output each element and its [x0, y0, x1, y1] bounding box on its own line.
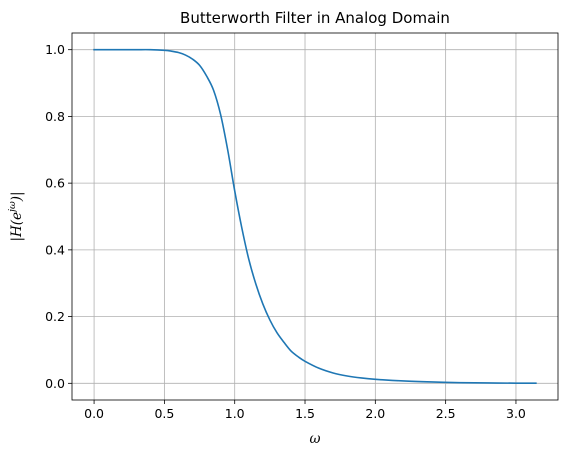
x-tick-label: 1.5 — [295, 406, 315, 421]
y-tick-label: 0.6 — [45, 176, 65, 191]
y-tick-label: 0.8 — [45, 109, 65, 124]
grid — [72, 33, 558, 400]
magnitude-response-line — [93, 48, 537, 385]
x-axis-label: ω — [309, 431, 320, 447]
y-tick-label: 0.0 — [45, 376, 65, 391]
y-tick-label: 0.4 — [45, 242, 65, 257]
y-tick-label: 1.0 — [45, 42, 65, 57]
y-axis-label-prefix: |H(e — [9, 212, 25, 242]
y-axis-label: |H(ejω)| — [7, 191, 25, 241]
x-tick-label: 3.0 — [506, 406, 526, 421]
x-tick-label: 2.0 — [365, 406, 385, 421]
x-tick-label: 0.5 — [154, 406, 174, 421]
series-layer — [93, 48, 537, 385]
x-tick-label: 1.0 — [225, 406, 245, 421]
y-axis-label-superscript: jω — [7, 201, 18, 214]
y-axis-label-suffix: )| — [9, 191, 25, 202]
y-tick-label: 0.2 — [45, 309, 65, 324]
chart-title: Butterworth Filter in Analog Domain — [180, 9, 450, 27]
plot-frame — [71, 32, 559, 401]
x-tick-label: 0.0 — [84, 406, 104, 421]
ticks: 0.0 0.5 1.0 1.5 2.0 2.5 3.0 0.0 0.2 0.4 0.6 0.8 1.0 — [45, 42, 526, 421]
x-tick-label: 2.5 — [436, 406, 456, 421]
